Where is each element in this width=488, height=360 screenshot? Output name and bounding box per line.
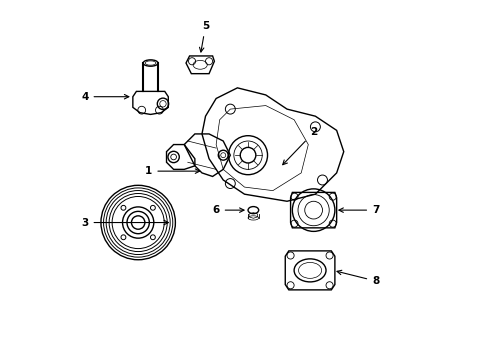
Text: 5: 5 [199, 21, 209, 52]
Text: 8: 8 [336, 270, 379, 286]
Text: 1: 1 [145, 166, 199, 176]
Text: 3: 3 [81, 217, 168, 228]
Text: 7: 7 [338, 205, 379, 215]
Text: 4: 4 [81, 92, 128, 102]
Text: 2: 2 [282, 127, 317, 165]
Text: 6: 6 [212, 205, 244, 215]
